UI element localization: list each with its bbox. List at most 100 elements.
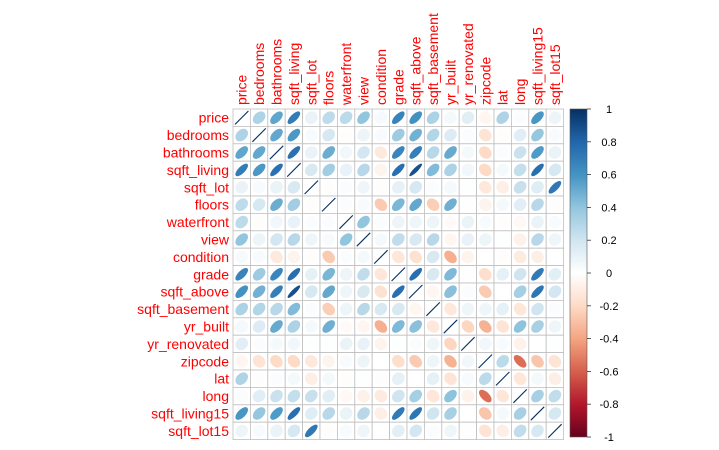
cell-sqft_lot-yr_built: [441, 178, 460, 197]
cell-bathrooms-floors: [319, 143, 338, 162]
correlation-ellipse: [409, 372, 423, 386]
cell-view-floors: [319, 230, 338, 249]
cell-lat-sqft_basement: [423, 369, 443, 388]
cell-grade-floors: [319, 265, 338, 284]
cell-bedrooms-price: [232, 126, 251, 145]
cell-sqft_living-condition: [371, 160, 391, 179]
cell-lat-sqft_living15: [528, 369, 547, 388]
correlation-ellipse: [322, 302, 336, 316]
correlation-ellipse: [357, 337, 370, 351]
correlation-ellipse: [426, 372, 440, 385]
column-label-sqft_basement: sqft_basement: [425, 13, 441, 105]
cell-bathrooms-sqft_above: [406, 143, 425, 162]
correlation-ellipse: [270, 424, 283, 438]
correlation-ellipse: [461, 372, 475, 386]
cell-waterfront-lat: [493, 212, 512, 232]
cell-sqft_lot-condition: [371, 178, 391, 197]
correlation-ellipse: [235, 181, 249, 194]
correlation-ellipse: [409, 215, 423, 229]
correlation-ellipse: [478, 302, 492, 316]
cell-sqft_lot-sqft_living15: [528, 178, 547, 197]
cell-long-bedrooms: [249, 386, 269, 406]
cell-price-sqft_lot15: [545, 108, 565, 127]
correlation-ellipse: [426, 163, 440, 177]
correlation-ellipse: [305, 320, 318, 333]
cell-yr_renovated-floors: [319, 334, 338, 354]
correlation-ellipse: [461, 233, 475, 246]
correlation-ellipse: [391, 320, 405, 333]
cell-yr_built-sqft_lot15: [545, 317, 565, 336]
correlation-ellipse: [496, 407, 510, 420]
cell-long-yr_built: [441, 386, 460, 406]
cell-view-condition: [371, 230, 391, 249]
correlation-ellipse: [548, 146, 562, 159]
correlation-ellipse: [374, 389, 388, 403]
correlation-ellipse: [478, 215, 492, 229]
cell-view-sqft_above: [406, 230, 425, 249]
correlation-ellipse: [235, 198, 248, 211]
diagonal-mark: [304, 180, 319, 195]
correlation-ellipse: [304, 337, 318, 351]
cell-sqft_lot-zipcode: [476, 178, 495, 197]
diagonal-mark: [356, 232, 371, 247]
correlation-ellipse: [270, 250, 283, 264]
diagonal-mark: [391, 267, 406, 282]
diagonal-mark: [408, 284, 423, 299]
correlation-ellipse: [339, 302, 353, 316]
correlation-ellipse: [304, 389, 318, 403]
correlation-ellipse: [496, 285, 510, 299]
row-label-floors: floors: [195, 197, 229, 213]
correlation-ellipse: [478, 372, 492, 386]
correlation-ellipse: [513, 215, 527, 229]
cell-lat-price: [232, 369, 251, 388]
column-label-long: long: [512, 79, 528, 105]
cell-sqft_above-condition: [371, 282, 391, 301]
correlation-ellipse: [531, 215, 544, 229]
correlation-ellipse: [409, 128, 423, 142]
cell-bathrooms-sqft_lot: [302, 143, 321, 162]
cell-bathrooms-yr_built: [441, 143, 460, 162]
row-labels: pricebedroomsbathroomssqft_livingsqft_lo…: [137, 110, 230, 439]
cell-sqft_lot-price: [232, 178, 251, 197]
cell-sqft_basement-yr_built: [441, 299, 460, 319]
correlation-ellipse: [531, 389, 544, 403]
correlation-ellipse: [374, 337, 388, 351]
cell-floors-grade: [389, 195, 408, 214]
correlation-ellipse: [478, 424, 492, 438]
cell-sqft_living15-yr_renovated: [458, 404, 478, 423]
cell-zipcode-bathrooms: [267, 352, 286, 371]
cell-sqft_above-sqft_above: [406, 282, 425, 301]
correlation-ellipse: [426, 320, 440, 333]
cell-sqft_lot-sqft_above: [406, 178, 425, 197]
correlation-ellipse: [304, 354, 318, 368]
correlation-ellipse: [392, 407, 405, 420]
cell-price-yr_renovated: [458, 108, 478, 127]
diagonal-mark: [321, 197, 336, 212]
cell-yr_renovated-sqft_living: [284, 334, 304, 354]
colorbar-tick-label: 0.8: [601, 137, 616, 149]
correlation-ellipse: [270, 233, 283, 246]
cell-sqft_basement-sqft_living: [284, 299, 304, 319]
cell-bathrooms-lat: [493, 143, 512, 162]
correlation-ellipse: [461, 424, 475, 438]
cell-condition-yr_renovated: [458, 247, 478, 266]
correlation-ellipse: [339, 424, 353, 438]
column-label-yr_built: yr_built: [443, 60, 459, 105]
correlation-ellipse: [339, 111, 353, 124]
correlation-ellipse: [357, 302, 370, 316]
cell-waterfront-yr_renovated: [458, 212, 478, 232]
cell-yr_built-grade: [389, 317, 408, 336]
correlation-ellipse: [513, 198, 527, 212]
cell-yr_renovated-yr_renovated: [458, 334, 478, 354]
colorbar-tick-label: -0.6: [600, 366, 619, 378]
cell-price-lat: [493, 108, 512, 127]
cell-lat-bedrooms: [249, 369, 269, 388]
row-label-bathrooms: bathrooms: [163, 145, 229, 161]
correlation-ellipse: [357, 215, 370, 229]
cell-bedrooms-sqft_living15: [528, 126, 547, 145]
correlation-ellipse: [409, 389, 423, 403]
correlation-ellipse: [444, 233, 457, 246]
correlation-ellipse: [357, 389, 370, 403]
correlation-ellipse: [374, 267, 388, 281]
correlation-ellipse: [270, 389, 283, 403]
